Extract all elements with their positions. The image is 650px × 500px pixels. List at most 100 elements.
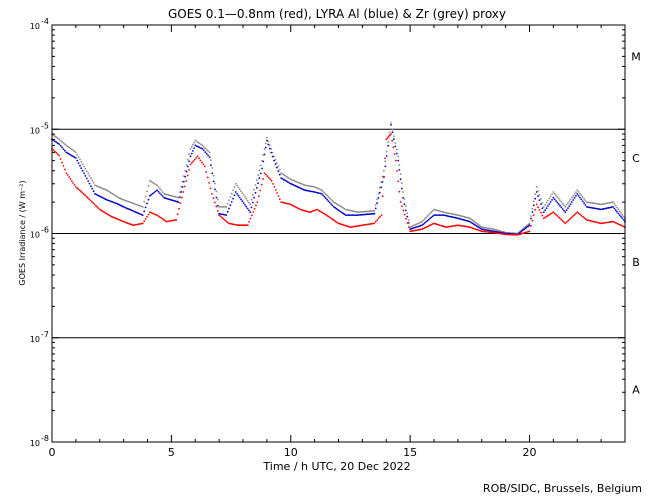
- data-point: [534, 193, 537, 196]
- data-point: [616, 206, 618, 209]
- data-point: [129, 223, 132, 226]
- data-point: [225, 214, 228, 217]
- data-point: [374, 207, 377, 210]
- data-point: [56, 142, 59, 145]
- data-point: [201, 144, 204, 147]
- data-point: [70, 180, 73, 182]
- data-point: [69, 153, 72, 156]
- data-point: [273, 159, 275, 162]
- data-point: [384, 157, 386, 160]
- data-point: [393, 138, 395, 141]
- flare-class-label: A: [632, 383, 640, 396]
- data-point: [406, 222, 409, 224]
- data-point: [315, 186, 317, 189]
- data-point: [172, 219, 175, 222]
- data-point: [372, 212, 374, 215]
- data-point: [381, 181, 384, 183]
- data-point: [377, 192, 380, 195]
- data-point: [316, 208, 318, 211]
- series-lyra-al: [51, 124, 626, 236]
- data-point: [325, 214, 328, 217]
- data-point: [238, 224, 241, 227]
- data-point: [522, 229, 524, 232]
- data-point: [391, 128, 394, 131]
- data-point: [270, 151, 273, 154]
- y-tick-exponent: -4: [41, 17, 49, 26]
- data-point: [464, 225, 467, 228]
- data-point: [263, 148, 266, 151]
- data-point: [534, 197, 537, 200]
- data-point: [392, 146, 395, 149]
- data-point: [315, 191, 317, 194]
- data-point: [311, 210, 314, 213]
- data-point: [571, 201, 573, 203]
- data-point: [439, 224, 442, 227]
- data-point: [480, 230, 483, 233]
- data-point: [397, 159, 400, 162]
- data-point: [135, 203, 137, 206]
- data-point: [373, 222, 376, 225]
- data-point: [370, 210, 373, 212]
- flare-class-label: C: [632, 152, 640, 165]
- data-point: [153, 191, 156, 194]
- data-point: [267, 176, 270, 179]
- data-point: [320, 189, 323, 192]
- data-point: [561, 220, 564, 222]
- data-point: [545, 201, 548, 204]
- data-point: [234, 191, 237, 193]
- data-point: [238, 188, 241, 191]
- data-point: [338, 222, 341, 225]
- data-point: [161, 195, 164, 198]
- data-point: [92, 202, 94, 204]
- data-point: [197, 141, 200, 144]
- data-point: [198, 146, 201, 149]
- data-point: [118, 219, 121, 221]
- y-axis-label: GOES Irradiance / (W m⁻²): [18, 180, 27, 285]
- data-point: [380, 181, 382, 184]
- data-point: [122, 206, 125, 208]
- data-point: [135, 211, 137, 214]
- data-point: [427, 218, 430, 221]
- data-point: [361, 210, 364, 213]
- data-point: [352, 214, 355, 217]
- data-point: [284, 202, 287, 205]
- data-point: [270, 179, 273, 182]
- data-point: [59, 139, 62, 142]
- data-point: [68, 153, 70, 155]
- data-point: [266, 136, 268, 139]
- data-point: [541, 202, 544, 204]
- data-point: [91, 187, 94, 190]
- data-point: [150, 180, 153, 183]
- data-point: [176, 213, 179, 216]
- data-point: [244, 196, 246, 198]
- data-point: [455, 224, 458, 227]
- data-point: [569, 217, 572, 220]
- data-point: [313, 191, 316, 193]
- data-point: [365, 213, 368, 216]
- data-point: [344, 224, 346, 227]
- data-point: [79, 164, 81, 167]
- data-point: [372, 210, 374, 212]
- data-point: [490, 231, 492, 234]
- data-point: [66, 152, 69, 155]
- data-point: [90, 185, 92, 188]
- data-point: [104, 211, 106, 214]
- data-point: [281, 173, 284, 175]
- data-point: [464, 216, 467, 219]
- data-point: [278, 168, 281, 171]
- data-point: [573, 193, 576, 195]
- data-point: [137, 223, 140, 226]
- data-point: [544, 203, 547, 206]
- data-point: [441, 214, 444, 217]
- data-point: [64, 168, 66, 171]
- data-point: [320, 193, 323, 195]
- data-point: [68, 176, 70, 178]
- data-point: [475, 228, 478, 231]
- data-point: [149, 194, 151, 197]
- data-point: [407, 222, 410, 224]
- data-point: [237, 186, 240, 189]
- data-point: [324, 197, 327, 200]
- data-point: [192, 160, 195, 163]
- data-point: [560, 218, 563, 221]
- data-point: [180, 191, 183, 193]
